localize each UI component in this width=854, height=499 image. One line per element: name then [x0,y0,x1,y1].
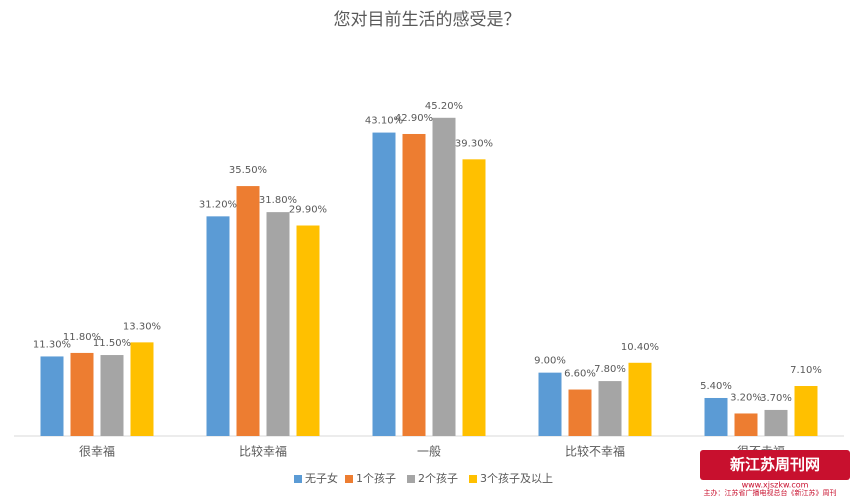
bar [628,362,652,436]
data-label: 3.70% [760,393,792,404]
bar [130,342,154,436]
bar [296,225,320,436]
bar [402,133,426,436]
watermark: 新江苏周刊网 www.xjszkw.com 主办：江苏省广播电视总台《新江苏》周… [700,450,850,497]
legend-label: 无子女 [305,471,338,485]
data-label: 11.80% [63,332,101,343]
bar [206,216,230,436]
data-label: 10.40% [621,342,659,353]
data-label: 42.90% [395,113,433,124]
data-label: 29.90% [289,205,327,216]
legend-label: 1个孩子 [356,472,396,485]
data-label: 31.80% [259,195,297,206]
data-label: 13.30% [123,321,161,332]
legend-label: 2个孩子 [418,472,458,485]
data-label: 9.00% [534,356,566,367]
data-label: 3.20% [730,392,762,403]
bar [568,389,592,436]
bar [764,409,788,436]
data-label: 31.20% [199,199,237,210]
data-label: 35.50% [229,165,267,176]
watermark-logo: 新江苏周刊网 [730,456,820,474]
legend-swatch [294,475,302,483]
data-label: 11.30% [33,339,71,350]
legend-swatch [407,475,415,483]
bar [236,186,260,436]
chart-title: 您对目前生活的感受是？ [334,10,521,30]
bar [432,117,456,437]
bar [100,355,124,436]
data-label: 7.10% [790,365,822,376]
bar [598,381,622,436]
legend-swatch [345,475,353,483]
data-label: 39.30% [455,138,493,149]
watermark-sponsor: 主办：江苏省广播电视总台《新江苏》周刊 [704,488,837,497]
data-label: 11.50% [93,338,131,349]
x-tick-label: 比较幸福 [239,444,287,459]
x-tick-label: 很幸福 [79,444,115,459]
bar [372,132,396,437]
data-label: 7.80% [594,364,626,375]
data-label: 5.40% [700,381,732,392]
watermark-box [700,450,850,480]
x-tick-label: 比较不幸福 [565,444,625,459]
bar [538,372,562,436]
data-label: 6.60% [564,369,596,380]
data-label: 45.20% [425,101,463,112]
bar [462,159,486,436]
bar [734,413,758,436]
bar [704,397,728,436]
bar [70,352,94,436]
legend-label: 3个孩子及以上 [480,472,553,485]
data-label: 43.10% [365,116,403,127]
bar [794,386,818,436]
x-tick-label: 一般 [417,444,441,459]
watermark-url: www.xjszkw.com [742,481,809,490]
bar [40,356,64,436]
legend-swatch [469,475,477,483]
bar [266,212,290,436]
